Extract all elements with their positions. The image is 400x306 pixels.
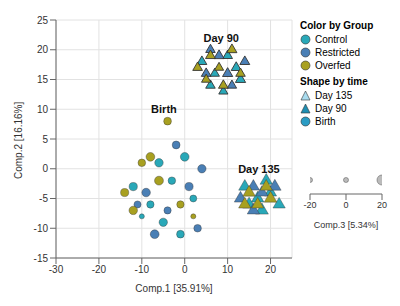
svg-text:Birth: Birth xyxy=(151,103,177,115)
svg-text:Day 135: Day 135 xyxy=(238,163,280,175)
svg-text:0: 0 xyxy=(42,163,48,174)
svg-text:-15: -15 xyxy=(34,253,49,264)
svg-text:0: 0 xyxy=(343,200,348,210)
html-text:Color by Group: Color by Group xyxy=(300,20,374,31)
svg-text:Comp.1 [35.91%]: Comp.1 [35.91%] xyxy=(135,283,212,294)
html-text:Control: Control xyxy=(315,34,348,45)
svg-text:20: 20 xyxy=(37,44,49,55)
svg-text:-20: -20 xyxy=(92,264,107,275)
html-text:Restricted: Restricted xyxy=(315,47,360,58)
svg-text:-5: -5 xyxy=(39,193,48,204)
svg-text:25: 25 xyxy=(37,15,49,26)
svg-text:5: 5 xyxy=(42,134,48,145)
svg-text:20: 20 xyxy=(265,264,277,275)
svg-text:-10: -10 xyxy=(34,223,49,234)
html-text:Overfed: Overfed xyxy=(315,60,351,71)
svg-text:Day 90: Day 90 xyxy=(203,32,238,44)
html-text:Shape by time: Shape by time xyxy=(300,76,368,87)
svg-text:-30: -30 xyxy=(49,264,64,275)
html-text:Day 90: Day 90 xyxy=(315,103,347,114)
svg-text:-20: -20 xyxy=(303,200,316,210)
svg-text:10: 10 xyxy=(37,104,49,115)
svg-text:15: 15 xyxy=(37,74,49,85)
html-text:Birth: Birth xyxy=(315,116,336,127)
svg-text:10: 10 xyxy=(222,264,234,275)
svg-text:-10: -10 xyxy=(135,264,150,275)
svg-text:Comp.2 [16.16%]: Comp.2 [16.16%] xyxy=(13,102,24,179)
html-text:Day 135: Day 135 xyxy=(315,90,353,101)
svg-text:0: 0 xyxy=(182,264,188,275)
svg-text:20: 20 xyxy=(377,200,387,210)
svg-text:Comp.3 [5.34%]: Comp.3 [5.34%] xyxy=(314,220,379,230)
